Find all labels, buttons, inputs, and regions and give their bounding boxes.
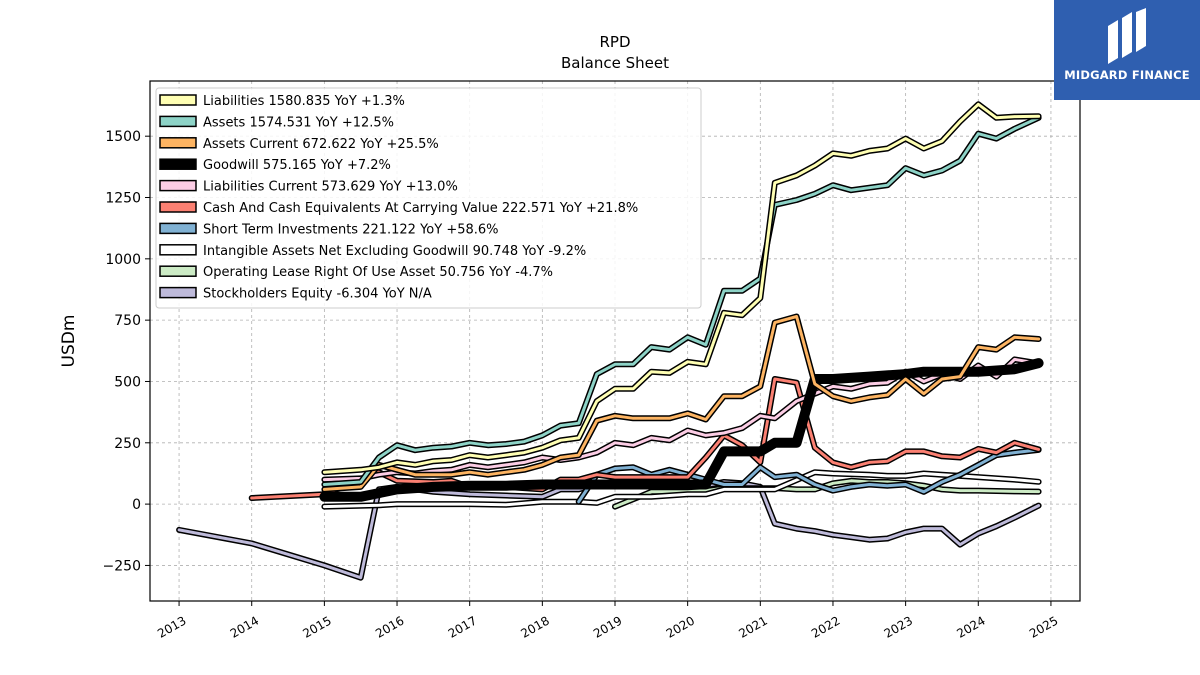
legend-entry: Liabilities Current 573.629 YoY +13.0% [203, 180, 458, 195]
legend-swatch [159, 222, 197, 235]
legend-entry: Assets 1574.531 YoY +12.5% [203, 115, 394, 130]
x-tick-label: 2021 [736, 613, 769, 640]
series-line [577, 448, 1041, 504]
legend-entry: Stockholders Equity -6.304 YoY N/A [203, 287, 432, 302]
chart-title: RPD [599, 33, 630, 51]
legend-entry: Goodwill 575.165 YoY +7.2% [203, 158, 391, 173]
legend-swatch [159, 158, 197, 170]
series-line [322, 357, 1041, 482]
legend-entry: Intangible Assets Net Excluding Goodwill… [203, 244, 586, 259]
legend-entry: Assets Current 672.622 YoY +25.5% [203, 137, 439, 152]
series-lines [176, 101, 1044, 581]
x-tick-label: 2015 [300, 613, 333, 640]
legend-entry: Cash And Cash Equivalents At Carrying Va… [203, 201, 638, 216]
brand-name: MIDGARD FINANCE [1064, 68, 1190, 82]
legend-entry: Operating Lease Right Of Use Asset 50.75… [203, 265, 553, 280]
x-tick-label: 2022 [809, 613, 842, 640]
legend-swatch [159, 94, 197, 106]
series-line [320, 359, 1043, 501]
y-tick-label: 1000 [105, 252, 141, 268]
legend-swatch [159, 179, 197, 192]
x-tick-label: 2025 [1027, 613, 1060, 640]
legend-swatch [159, 201, 197, 213]
y-tick-label: 500 [114, 374, 141, 390]
y-tick-label: 1250 [105, 191, 141, 207]
series-line [322, 102, 1041, 474]
chart-subtitle: Balance Sheet [561, 54, 669, 72]
legend-swatch [159, 265, 197, 277]
y-tick-label: −250 [103, 558, 141, 574]
series-line [322, 116, 1041, 486]
x-tick-label: 2016 [373, 613, 406, 640]
x-tick-label: 2019 [591, 613, 624, 640]
x-tick-label: 2024 [954, 613, 987, 640]
y-tick-label: 1500 [105, 129, 141, 145]
x-tick-label: 2014 [228, 613, 261, 640]
y-tick-label: 750 [114, 313, 141, 329]
legend-swatch [159, 115, 197, 128]
y-tick-label: 0 [132, 497, 141, 513]
series-line [322, 315, 1041, 491]
x-tick-label: 2020 [664, 613, 697, 640]
x-tick-label: 2018 [518, 613, 551, 640]
x-tick-label: 2023 [882, 613, 915, 640]
y-axis-label: USDm [59, 315, 79, 368]
y-tick-label: 250 [114, 436, 141, 452]
legend: Liabilities 1580.835 YoY +1.3% Assets 157… [155, 87, 702, 309]
brand-logo-mark-icon [1108, 8, 1146, 64]
legend-swatch [159, 286, 197, 299]
legend-entry: Liabilities 1580.835 YoY +1.3% [203, 94, 405, 109]
x-tick-label: 2013 [155, 613, 188, 640]
legend-entry: Short Term Investments 221.122 YoY +58.6… [203, 222, 499, 237]
x-tick-label: 2017 [446, 613, 479, 640]
legend-swatch [159, 137, 197, 149]
legend-swatch [159, 244, 197, 256]
series-line [322, 470, 1041, 509]
brand-logo: MIDGARD FINANCE [1054, 0, 1200, 100]
legend-box [155, 87, 702, 309]
